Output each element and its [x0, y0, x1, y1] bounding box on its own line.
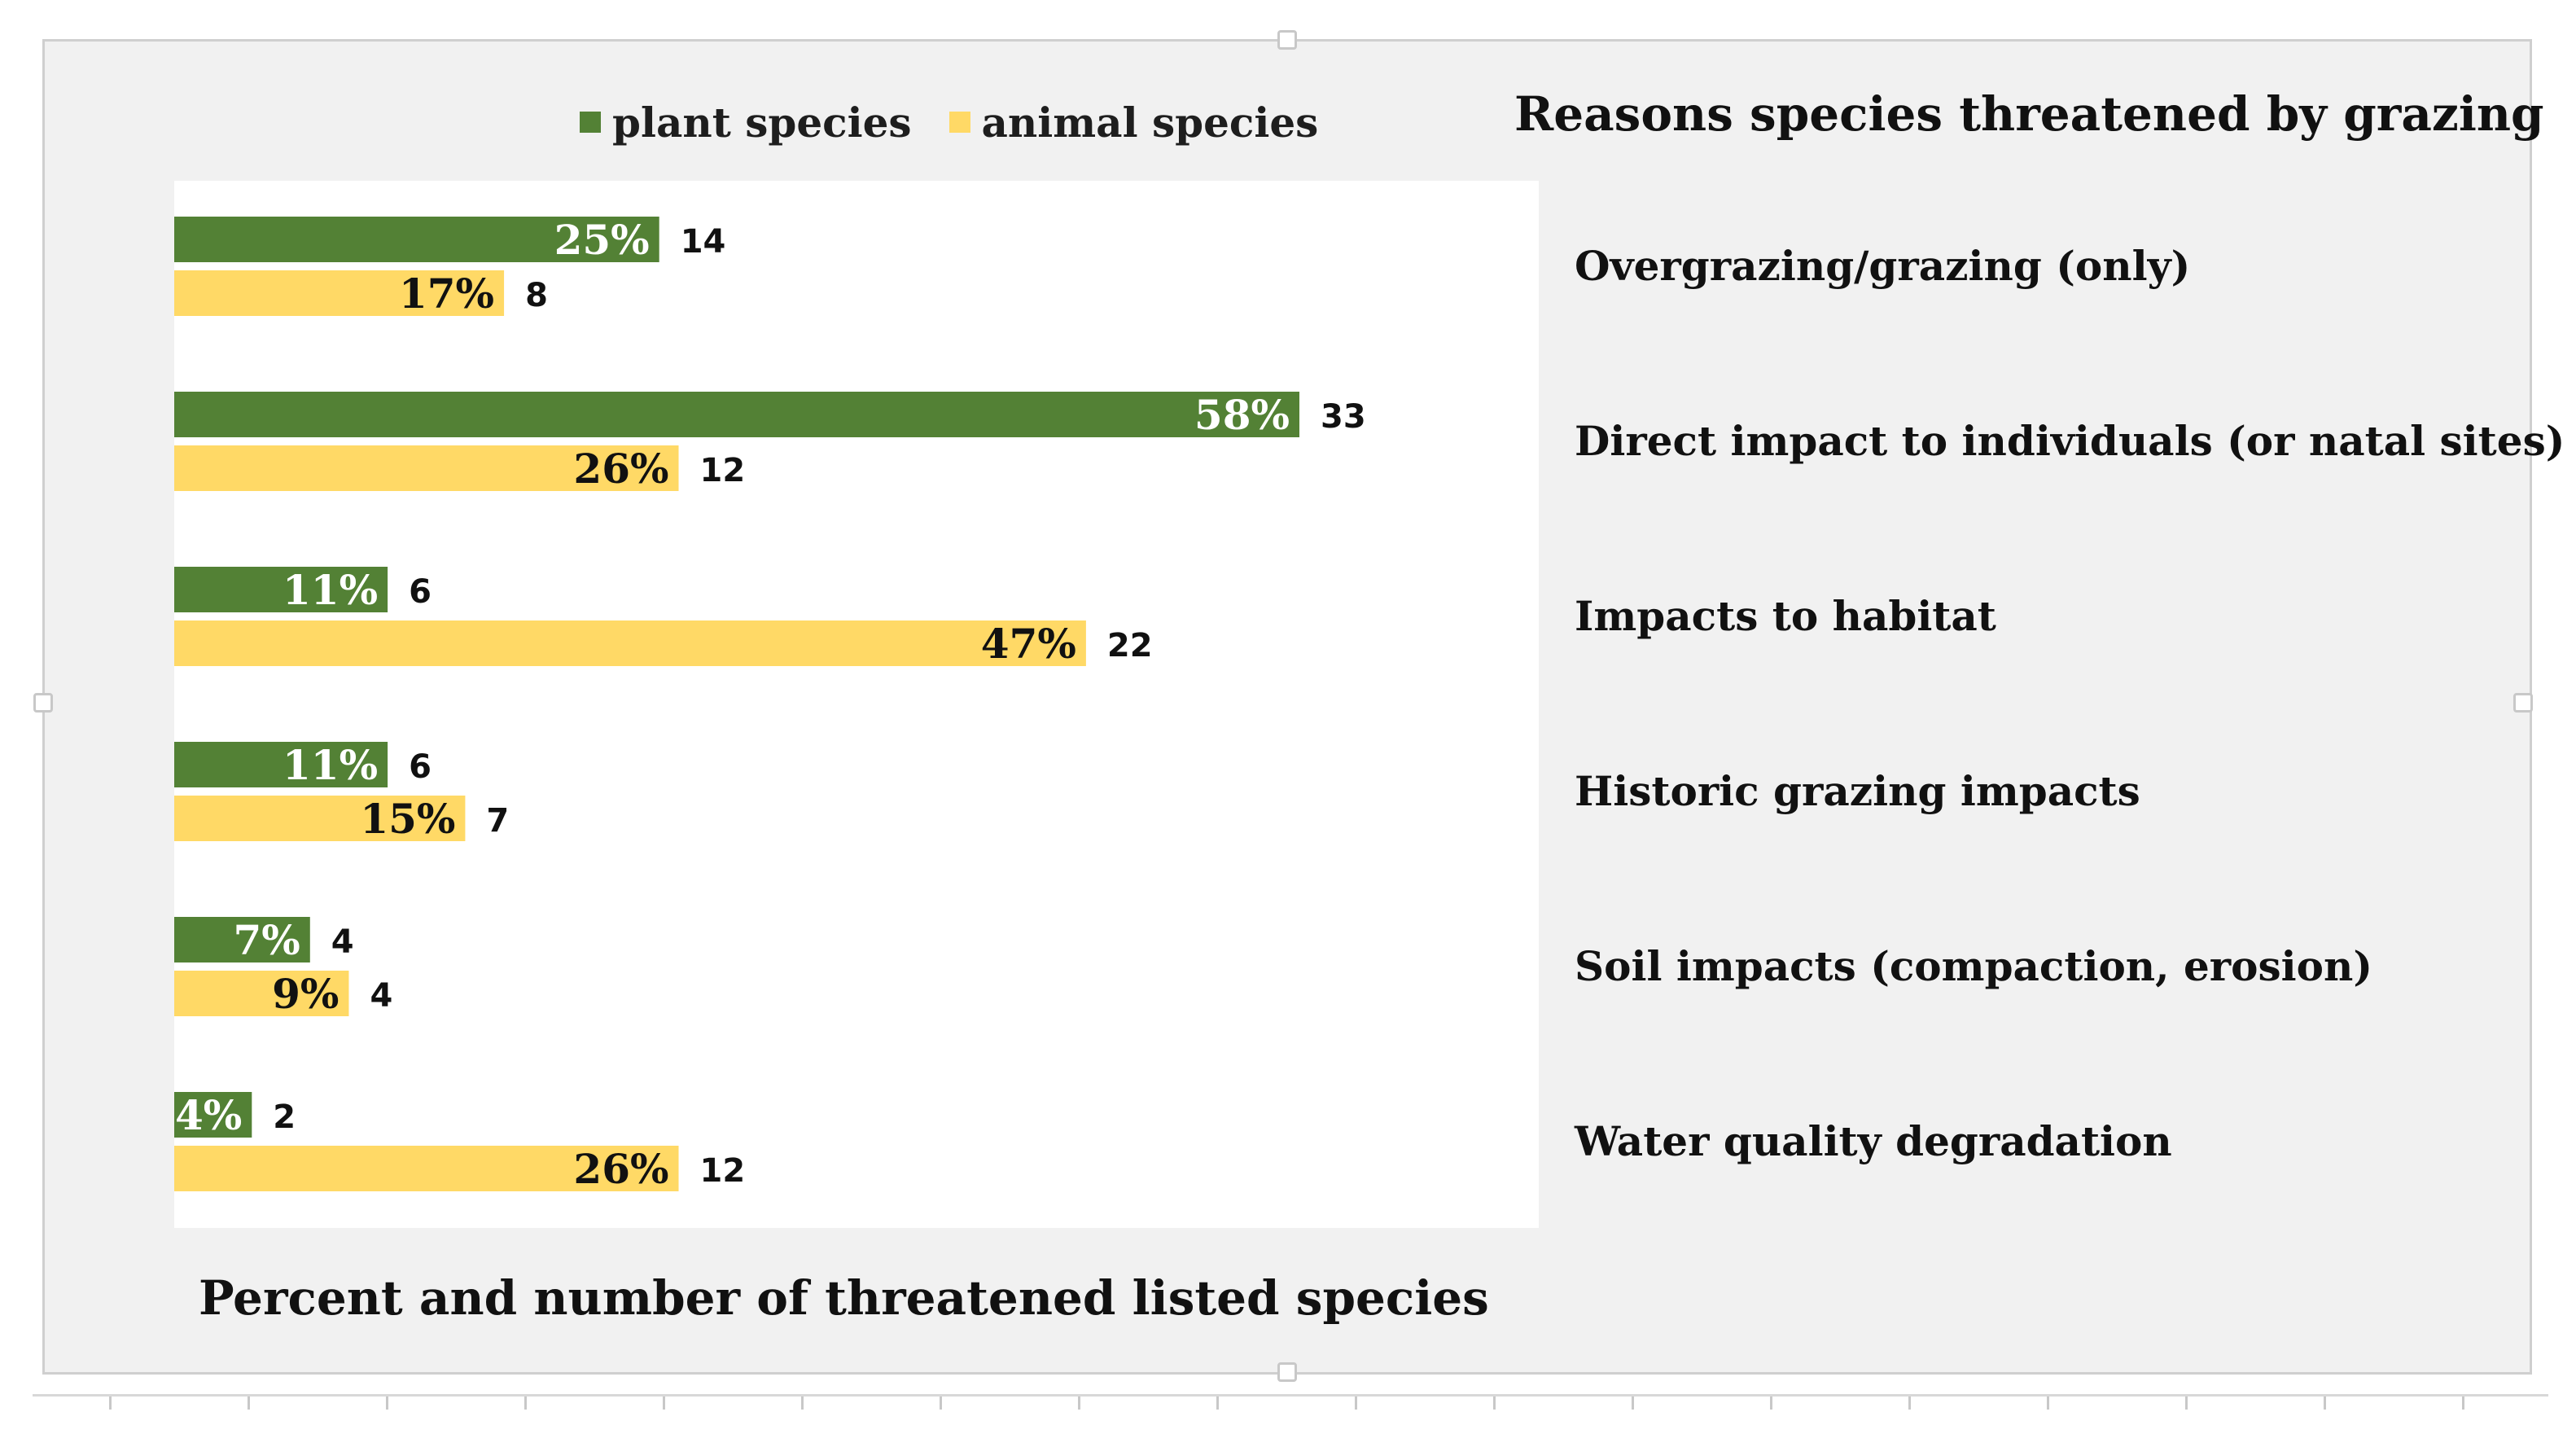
bar-animal — [174, 445, 679, 491]
bar-count-label-animal: 12 — [700, 452, 746, 489]
bar-count-label-plant: 6 — [409, 748, 432, 786]
bar-animal — [174, 270, 505, 316]
bar-plant — [174, 392, 1299, 437]
bar-percent-label-plant: 4% — [175, 1091, 242, 1139]
ruler-tick — [524, 1397, 527, 1410]
ruler-tick — [1355, 1397, 1357, 1410]
bar-percent-label-animal: 47% — [981, 620, 1076, 668]
bar-count-label-animal: 7 — [486, 802, 509, 840]
category-label: Water quality degradation — [1574, 1117, 2172, 1165]
bar-percent-label-plant: 7% — [233, 916, 300, 964]
bar-plant — [174, 217, 659, 262]
ruler-tick — [1216, 1397, 1219, 1410]
bar-percent-label-animal: 17% — [399, 270, 494, 318]
category-label: Impacts to habitat — [1575, 592, 1996, 640]
bar-plant — [174, 1092, 252, 1138]
ruler-tick — [2462, 1397, 2464, 1410]
bar-count-label-animal: 8 — [525, 277, 548, 314]
bar-count-label-plant: 33 — [1321, 398, 1366, 436]
bar-plant — [174, 567, 388, 612]
ruler-tick — [801, 1397, 804, 1410]
bar-percent-label-plant: 58% — [1194, 391, 1290, 439]
ruler-tick — [2047, 1397, 2049, 1410]
bar-count-label-animal: 12 — [700, 1152, 746, 1190]
ruler-tick — [1078, 1397, 1080, 1410]
legend-label-animal: animal species — [981, 98, 1319, 147]
ruler-tick — [940, 1397, 942, 1410]
bar-count-label-animal: 22 — [1107, 627, 1153, 664]
bar-count-label-plant: 2 — [273, 1098, 296, 1136]
legend-swatch-animal — [948, 112, 970, 133]
bar-percent-label-animal: 26% — [573, 1145, 668, 1193]
resize-handle-top[interactable] — [1277, 30, 1297, 50]
ruler-tick — [2324, 1397, 2326, 1410]
bar-count-label-animal: 4 — [370, 977, 392, 1015]
bar-percent-label-animal: 26% — [573, 445, 668, 493]
legend-swatch-plant — [580, 112, 601, 133]
category-label: Soil impacts (compaction, erosion) — [1575, 942, 2372, 990]
x-axis-label: Percent and number of threatened listed … — [199, 1270, 1489, 1326]
resize-handle-left[interactable] — [33, 693, 53, 713]
bar-animal — [174, 1146, 679, 1191]
ruler-tick — [386, 1397, 388, 1410]
category-label: Overgrazing/grazing (only) — [1575, 242, 2190, 290]
bar-percent-label-animal: 15% — [360, 795, 455, 843]
bar-percent-label-plant: 11% — [283, 741, 378, 789]
ruler-tick — [1493, 1397, 1496, 1410]
ruler-tick — [1908, 1397, 1911, 1410]
bar-plant — [174, 917, 310, 962]
legend-item-plant: plant species — [580, 99, 912, 147]
resize-handle-right[interactable] — [2513, 693, 2533, 713]
ruler-tick — [663, 1397, 665, 1410]
resize-handle-bottom[interactable] — [1277, 1362, 1297, 1382]
ruler-tick — [1770, 1397, 1772, 1410]
bar-count-label-plant: 6 — [409, 573, 432, 611]
bar-plant — [174, 742, 388, 787]
bar-animal — [174, 971, 349, 1016]
ruler-tick — [109, 1397, 112, 1410]
ruler-tick — [2185, 1397, 2188, 1410]
chart-title: Reasons species threatened by grazing — [1514, 86, 2544, 142]
category-label: Historic grazing impacts — [1575, 767, 2140, 815]
plot-area — [174, 181, 1539, 1228]
ruler-tick — [1632, 1397, 1634, 1410]
bar-percent-label-animal: 9% — [272, 970, 339, 1018]
bar-animal — [174, 796, 466, 841]
category-label: Direct impact to individuals (or natal s… — [1575, 417, 2565, 465]
bar-count-label-plant: 4 — [331, 923, 354, 961]
bar-count-label-plant: 14 — [681, 223, 726, 261]
bar-percent-label-plant: 25% — [554, 216, 650, 264]
ruler — [33, 1394, 2548, 1421]
legend-label-plant: plant species — [612, 98, 912, 147]
bar-animal — [174, 620, 1086, 666]
ruler-tick — [248, 1397, 250, 1410]
legend-item-animal: animal species — [948, 98, 1319, 147]
bar-percent-label-plant: 11% — [283, 566, 378, 614]
legend: plant species animal species — [580, 96, 1356, 148]
